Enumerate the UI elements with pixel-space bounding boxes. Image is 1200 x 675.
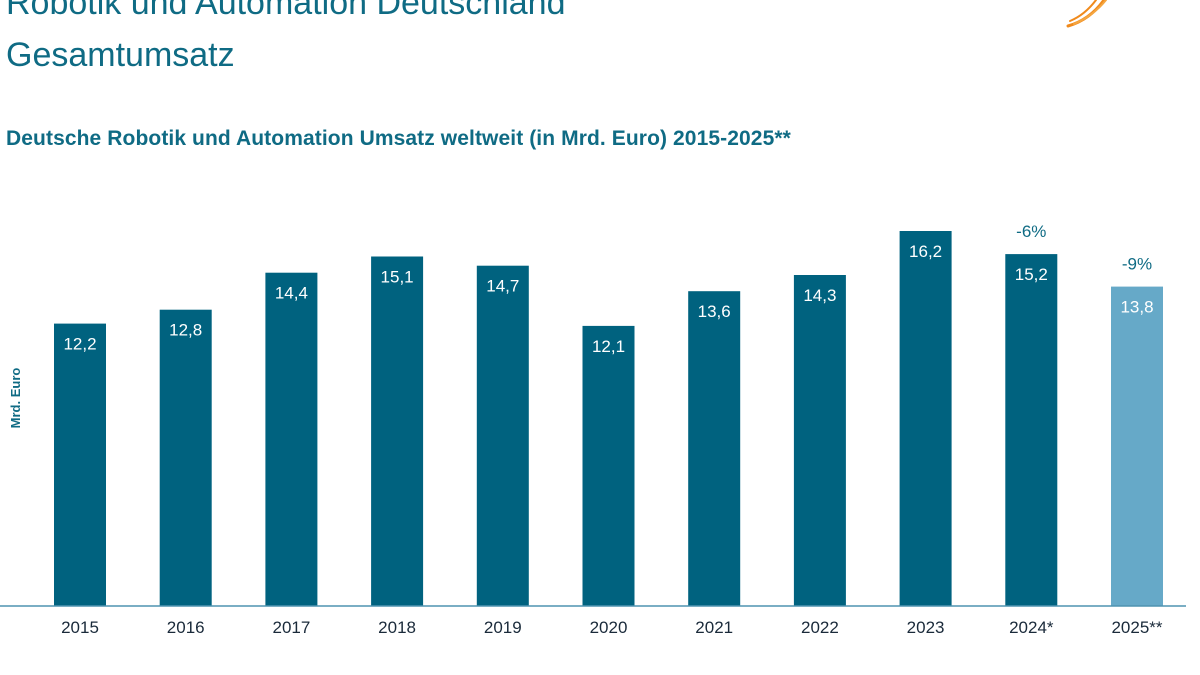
bar-2025 bbox=[1111, 286, 1163, 606]
bar-value-label: 15,1 bbox=[381, 268, 414, 287]
bar-value-label: 14,4 bbox=[275, 284, 308, 303]
x-tick-label: 2021 bbox=[695, 618, 733, 637]
bar-value-label: 16,2 bbox=[909, 242, 942, 261]
x-tick-label: 2023 bbox=[907, 618, 945, 637]
bar-2015 bbox=[54, 323, 106, 606]
chart-title: Deutsche Robotik und Automation Umsatz w… bbox=[6, 127, 791, 150]
x-tick-label: 2024* bbox=[1009, 618, 1054, 637]
bar-2024 bbox=[1005, 254, 1058, 606]
bar-value-label: 13,6 bbox=[698, 302, 731, 321]
bar-value-label: 14,7 bbox=[486, 277, 519, 296]
x-tick-label: 2016 bbox=[167, 618, 205, 637]
bar-change-annotation: -9% bbox=[1122, 255, 1152, 274]
x-tick-label: 2020 bbox=[590, 618, 628, 637]
page-title-line-1: Robotik und Automation Deutschland bbox=[6, 0, 566, 22]
x-tick-label: 2018 bbox=[378, 618, 416, 637]
bar-2017 bbox=[265, 272, 318, 606]
bar-2016 bbox=[159, 309, 212, 606]
bar-2021 bbox=[688, 291, 741, 606]
x-tick-label: 2015 bbox=[61, 618, 99, 637]
bar-2020 bbox=[582, 325, 635, 606]
x-tick-label: 2022 bbox=[801, 618, 839, 637]
bar-value-label: 12,1 bbox=[592, 337, 625, 356]
bar-2019 bbox=[476, 265, 529, 606]
bar-change-annotation: -6% bbox=[1016, 222, 1046, 241]
x-tick-label: 2017 bbox=[272, 618, 310, 637]
bar-value-label: 12,8 bbox=[169, 321, 202, 340]
x-tick-label: 2019 bbox=[484, 618, 522, 637]
orange-swoosh-logo-icon bbox=[1060, 0, 1120, 32]
bar-value-label: 15,2 bbox=[1015, 265, 1048, 284]
page-title-line-2: Gesamtumsatz bbox=[6, 36, 235, 74]
bar-value-label: 14,3 bbox=[803, 286, 836, 305]
y-axis-label: Mrd. Euro bbox=[8, 368, 23, 429]
bar-value-label: 12,2 bbox=[63, 335, 96, 354]
bar-group: 12,2 2015 12,8 2016 14,4 2017 15,1 2018 14,7 2019… bbox=[54, 222, 1163, 637]
bar-2018 bbox=[371, 256, 424, 606]
x-tick-label: 2025** bbox=[1111, 618, 1162, 637]
bar-value-label: 13,8 bbox=[1120, 298, 1153, 317]
bar-2023 bbox=[899, 231, 952, 606]
bar-2022 bbox=[793, 275, 846, 606]
